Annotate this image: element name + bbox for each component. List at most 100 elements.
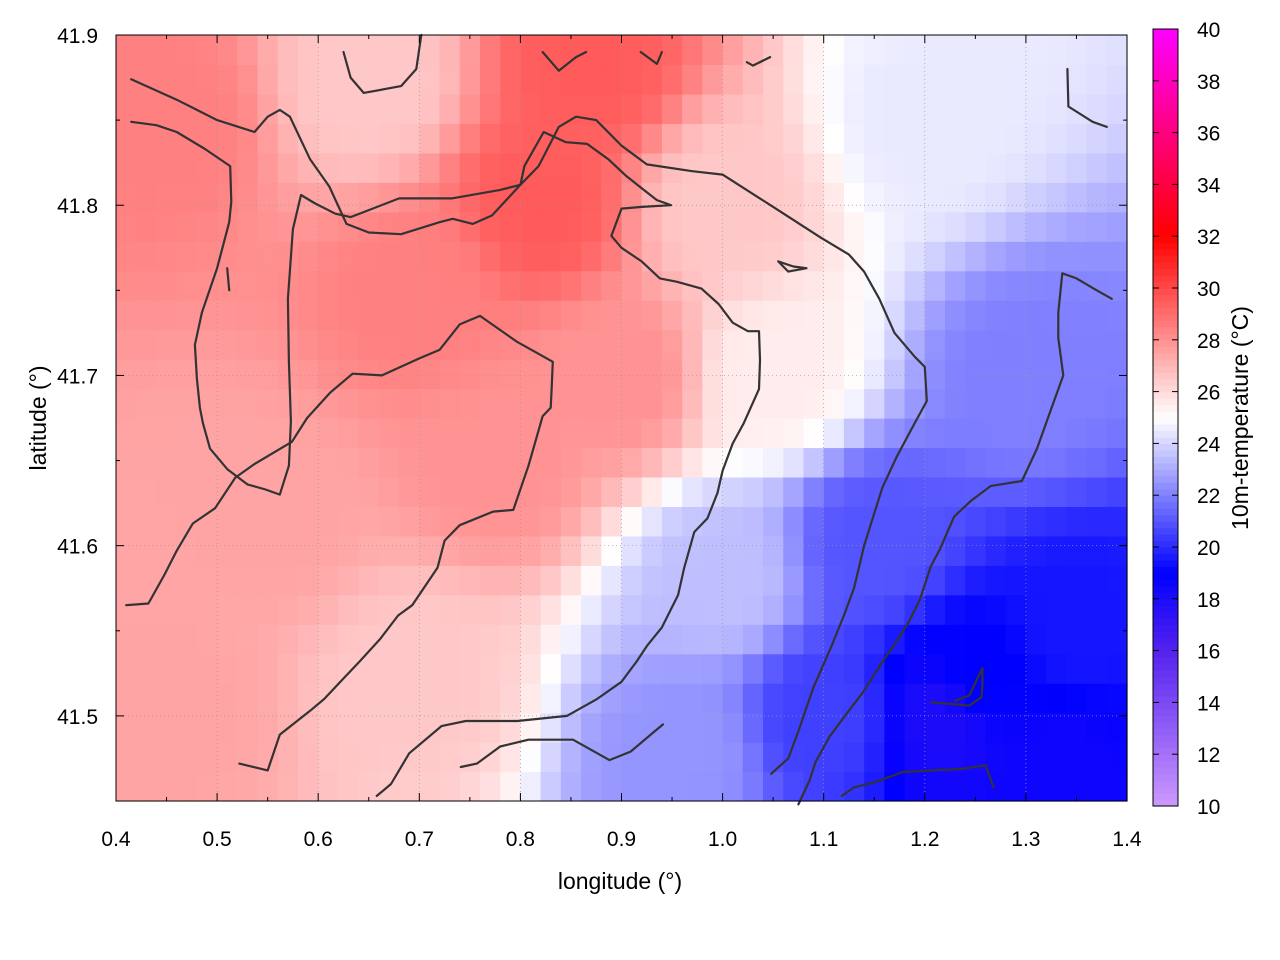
heat-cell — [864, 535, 885, 566]
heat-cell — [763, 594, 784, 625]
heat-cell — [783, 771, 805, 802]
heat-cell — [378, 93, 400, 124]
heat-cell — [399, 771, 420, 802]
heat-cell — [621, 565, 643, 596]
colorbar-segment — [1153, 553, 1178, 561]
heat-cell — [176, 447, 198, 478]
heat-cell — [601, 535, 623, 566]
heat-cell — [297, 683, 319, 714]
heat-cell — [803, 388, 825, 419]
heat-cell — [136, 211, 158, 242]
heat-cell — [1005, 712, 1027, 743]
heat-cell — [641, 211, 663, 242]
colorbar-segment — [1153, 611, 1178, 619]
heat-cell — [1066, 35, 1088, 66]
heat-cell — [560, 535, 582, 566]
heat-cell — [1005, 683, 1027, 714]
colorbar-segment — [1153, 469, 1178, 477]
heat-cell — [399, 359, 420, 390]
heat-cell — [116, 152, 137, 183]
heat-cell — [1086, 653, 1108, 684]
heat-cell — [904, 182, 926, 213]
heat-cell — [1106, 211, 1128, 242]
heat-cell — [924, 418, 946, 449]
heat-cell — [196, 683, 218, 714]
heat-cell — [601, 565, 623, 596]
heat-cell — [338, 565, 360, 596]
heat-cell — [763, 300, 784, 331]
heat-cell — [419, 93, 441, 124]
heat-cell — [924, 329, 946, 360]
heat-cell — [116, 594, 137, 625]
heat-cell — [843, 359, 865, 390]
heat-cell — [237, 300, 259, 331]
heat-cell — [661, 683, 683, 714]
heat-cell — [479, 329, 501, 360]
heat-cell — [479, 476, 501, 507]
heat-cell — [722, 388, 744, 419]
heat-cell — [560, 211, 582, 242]
heat-cell — [965, 506, 987, 537]
heat-cell — [1005, 359, 1027, 390]
colorbar-segment — [1153, 495, 1178, 503]
heat-cell — [116, 624, 137, 655]
colorbar-segment — [1153, 184, 1178, 192]
heat-cell — [439, 211, 461, 242]
heat-cell — [358, 300, 380, 331]
heat-cell — [884, 535, 906, 566]
heat-cell — [419, 594, 441, 625]
heat-cell — [338, 123, 360, 154]
heat-cell — [904, 93, 926, 124]
heat-cell — [217, 35, 238, 66]
heat-cell — [661, 123, 683, 154]
heat-cell — [682, 241, 703, 272]
heat-cell — [702, 771, 724, 802]
heat-cell — [803, 35, 825, 66]
heat-cell — [358, 64, 380, 95]
heat-cell — [682, 64, 703, 95]
x-axis-label: longitude (°) — [558, 868, 682, 894]
heat-cell — [864, 712, 885, 743]
heat-cell — [1005, 565, 1027, 596]
heat-cell — [803, 270, 825, 301]
heat-cell — [540, 653, 562, 684]
heat-cell — [399, 476, 420, 507]
heat-cell — [479, 123, 501, 154]
heat-cell — [338, 624, 360, 655]
heat-cell — [439, 476, 461, 507]
heat-cell — [884, 624, 906, 655]
heat-cell — [297, 329, 319, 360]
colorbar-tick-label: 22 — [1197, 485, 1220, 508]
heat-cell — [520, 624, 542, 655]
colorbar-segment — [1153, 598, 1178, 606]
heat-cell — [560, 624, 582, 655]
heat-cell — [843, 418, 865, 449]
colorbar-segment — [1153, 482, 1178, 490]
heat-cell — [1106, 653, 1128, 684]
x-tick-label: 0.9 — [607, 828, 636, 851]
heat-cell — [419, 123, 441, 154]
heat-cell — [763, 683, 784, 714]
heat-cell — [702, 64, 724, 95]
heat-cell — [116, 418, 137, 449]
heat-cell — [823, 712, 845, 743]
colorbar-segment — [1153, 300, 1178, 309]
heat-cell — [621, 683, 643, 714]
heat-cell — [439, 447, 461, 478]
heat-cell — [1025, 653, 1047, 684]
heat-cell — [560, 123, 582, 154]
contour-line — [375, 130, 762, 798]
heat-cell — [1106, 152, 1128, 183]
heat-cell — [702, 359, 724, 390]
heat-cell — [843, 506, 865, 537]
heat-cell — [1025, 683, 1047, 714]
heat-cell — [419, 359, 441, 390]
heat-cell — [601, 64, 623, 95]
colorbar-segment — [1153, 48, 1178, 56]
heat-cell — [399, 565, 420, 596]
heat-cell — [682, 93, 703, 124]
heat-cell — [338, 64, 360, 95]
heat-cell — [277, 594, 299, 625]
colorbar-segment — [1153, 326, 1178, 334]
heat-cell — [985, 683, 1007, 714]
